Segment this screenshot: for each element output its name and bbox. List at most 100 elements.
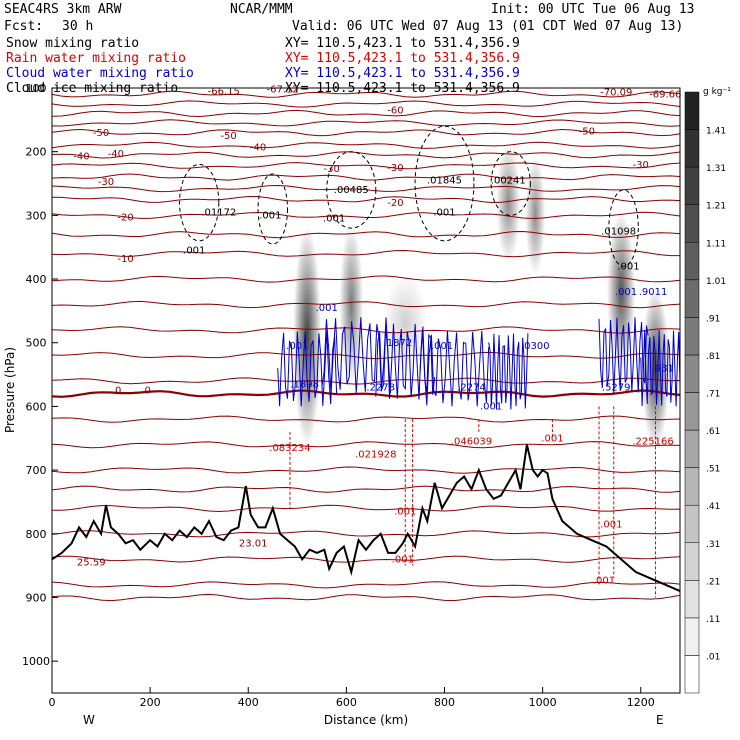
colorbar-label: 1.21 — [706, 202, 726, 212]
terrain-label: 23.01 — [239, 539, 268, 550]
colorbar-label: .61 — [706, 427, 720, 437]
snow-label: .01172 — [201, 207, 236, 218]
contour-labels: -66.15 -67.12 -70.09 -69.66 -60 -50 -50 -50 -40 -… — [73, 84, 681, 586]
colorbar-swatch — [684, 129, 700, 168]
cloud-water-label: .001 — [316, 303, 338, 314]
field-xy: XY= 110.5,423.1 to 531.4,356.9 — [285, 66, 520, 81]
snow-contour — [490, 151, 531, 216]
temperature-label: -20 — [387, 198, 403, 209]
colorbar-swatch — [684, 91, 700, 130]
snow-label: .001 — [259, 211, 281, 222]
field-name: Rain water mixing ratio — [6, 51, 186, 66]
snow-contour — [257, 173, 288, 245]
colorbar-swatch — [684, 166, 700, 205]
temperature-contour — [51, 275, 681, 283]
x-tick-label: 800 — [434, 696, 455, 709]
y-tick-label: 1000 — [22, 655, 50, 668]
rain-label: .083234 — [269, 443, 310, 454]
cloud-water-label: .1898 — [290, 379, 319, 390]
colorbar-swatch — [684, 655, 700, 694]
fcst-label: Fcst: — [4, 19, 43, 34]
temperature-contour — [51, 100, 681, 108]
temperature-contour — [51, 441, 681, 449]
temperature-label: -40 — [73, 151, 89, 162]
colorbar-swatch — [684, 279, 700, 318]
terrain-line — [51, 444, 681, 593]
temperature-label: -60 — [387, 105, 403, 116]
temperature-contour — [51, 351, 681, 360]
colorbar-swatch — [684, 617, 700, 656]
terrain-label: 25.59 — [77, 558, 106, 569]
temperature-label: -40 — [250, 142, 266, 153]
temperature-label: -30 — [387, 163, 403, 174]
temperature-contour — [51, 211, 681, 220]
colorbar-label: .11 — [706, 615, 720, 625]
cloud-water-contour — [598, 317, 649, 394]
y-tick-label: 600 — [26, 400, 47, 413]
temperature-label: -70.09 — [600, 88, 632, 99]
field-name: Cloud water mixing ratio — [6, 66, 194, 81]
temperature-label: -50 — [220, 131, 236, 142]
temperature-contour — [51, 466, 681, 474]
rain-label: .001 — [593, 575, 615, 586]
temperature-contour — [51, 249, 680, 258]
temperature-contour — [51, 109, 681, 118]
colorbar-swatch — [684, 467, 700, 506]
temperature-label: 0 — [115, 386, 121, 397]
y-tick-label: 800 — [26, 528, 47, 541]
cloud-water-contour — [419, 329, 490, 407]
y-tick-label: 400 — [26, 273, 47, 286]
colorbar-label: .41 — [706, 502, 720, 512]
temperature-contour — [51, 128, 681, 137]
init-label: Init: 00 UTC Tue 06 Aug 13 — [491, 2, 695, 17]
rain-label: .021928 — [355, 449, 396, 460]
temperature-contour — [51, 162, 681, 170]
cloud-water-contour — [488, 333, 529, 410]
snow-contour — [179, 163, 220, 242]
snow-label: .001 — [183, 246, 205, 257]
temperature-label: -10 — [117, 254, 133, 265]
temperature-label: -30 — [323, 164, 339, 175]
temperature-label: 0 — [144, 386, 150, 397]
x-axis-label: Distance (km) — [324, 713, 408, 727]
rain-label: .001 — [541, 433, 563, 444]
colorbar-label: .51 — [706, 465, 720, 475]
model-title: SEAC4RS 3km ARW — [4, 2, 122, 17]
rain-label: .001 — [392, 554, 414, 565]
cloud-water-label: .2278 — [366, 383, 395, 394]
cloud-water-label: .9011 — [639, 287, 668, 298]
temperature-label: -30 — [98, 177, 114, 188]
temperature-label: -50 — [93, 128, 109, 139]
plot-frame — [51, 87, 681, 694]
colorbar-label: .21 — [706, 577, 720, 587]
cloud-water-label: .2274 — [457, 383, 486, 394]
cloud-water-contours — [277, 317, 681, 410]
x-tick-label: 600 — [336, 696, 357, 709]
colorbar-swatch — [684, 392, 700, 431]
rain-label: .001 — [600, 519, 622, 530]
rain-label: .046039 — [451, 437, 492, 448]
colorbar-label: 1.11 — [706, 239, 726, 249]
x-tick-label: 0 — [49, 696, 56, 709]
y-tick-label: 300 — [26, 209, 47, 222]
temperature-label: -69.66 — [649, 90, 681, 101]
fcst-value: 30 h — [62, 19, 93, 34]
cloud-water-label: .001 — [431, 341, 453, 352]
temperature-contour — [51, 593, 681, 602]
colorbar-label: .91 — [706, 314, 720, 324]
field-legend: Snow mixing ratio XY= 110.5,423.1 to 531.… — [6, 36, 520, 96]
colorbar-swatch — [684, 204, 700, 243]
colorbar-label: 1.31 — [706, 164, 726, 174]
colorbar-swatch — [684, 242, 700, 281]
snow-label: .01098 — [601, 226, 636, 237]
y-tick-label: 900 — [26, 591, 47, 604]
field-xy: XY= 110.5,423.1 to 531.4,356.9 — [285, 51, 520, 66]
temperature-contour — [51, 119, 681, 127]
field-xy: XY= 110.5,423.1 to 531.4,356.9 — [285, 36, 520, 51]
temperature-contour — [51, 415, 681, 423]
temperature-label: -67.12 — [266, 84, 298, 95]
colorbar-label: .31 — [706, 540, 720, 550]
terrain — [51, 444, 681, 593]
snow-label: .01845 — [427, 176, 462, 187]
snow-label: .00485 — [334, 185, 369, 196]
